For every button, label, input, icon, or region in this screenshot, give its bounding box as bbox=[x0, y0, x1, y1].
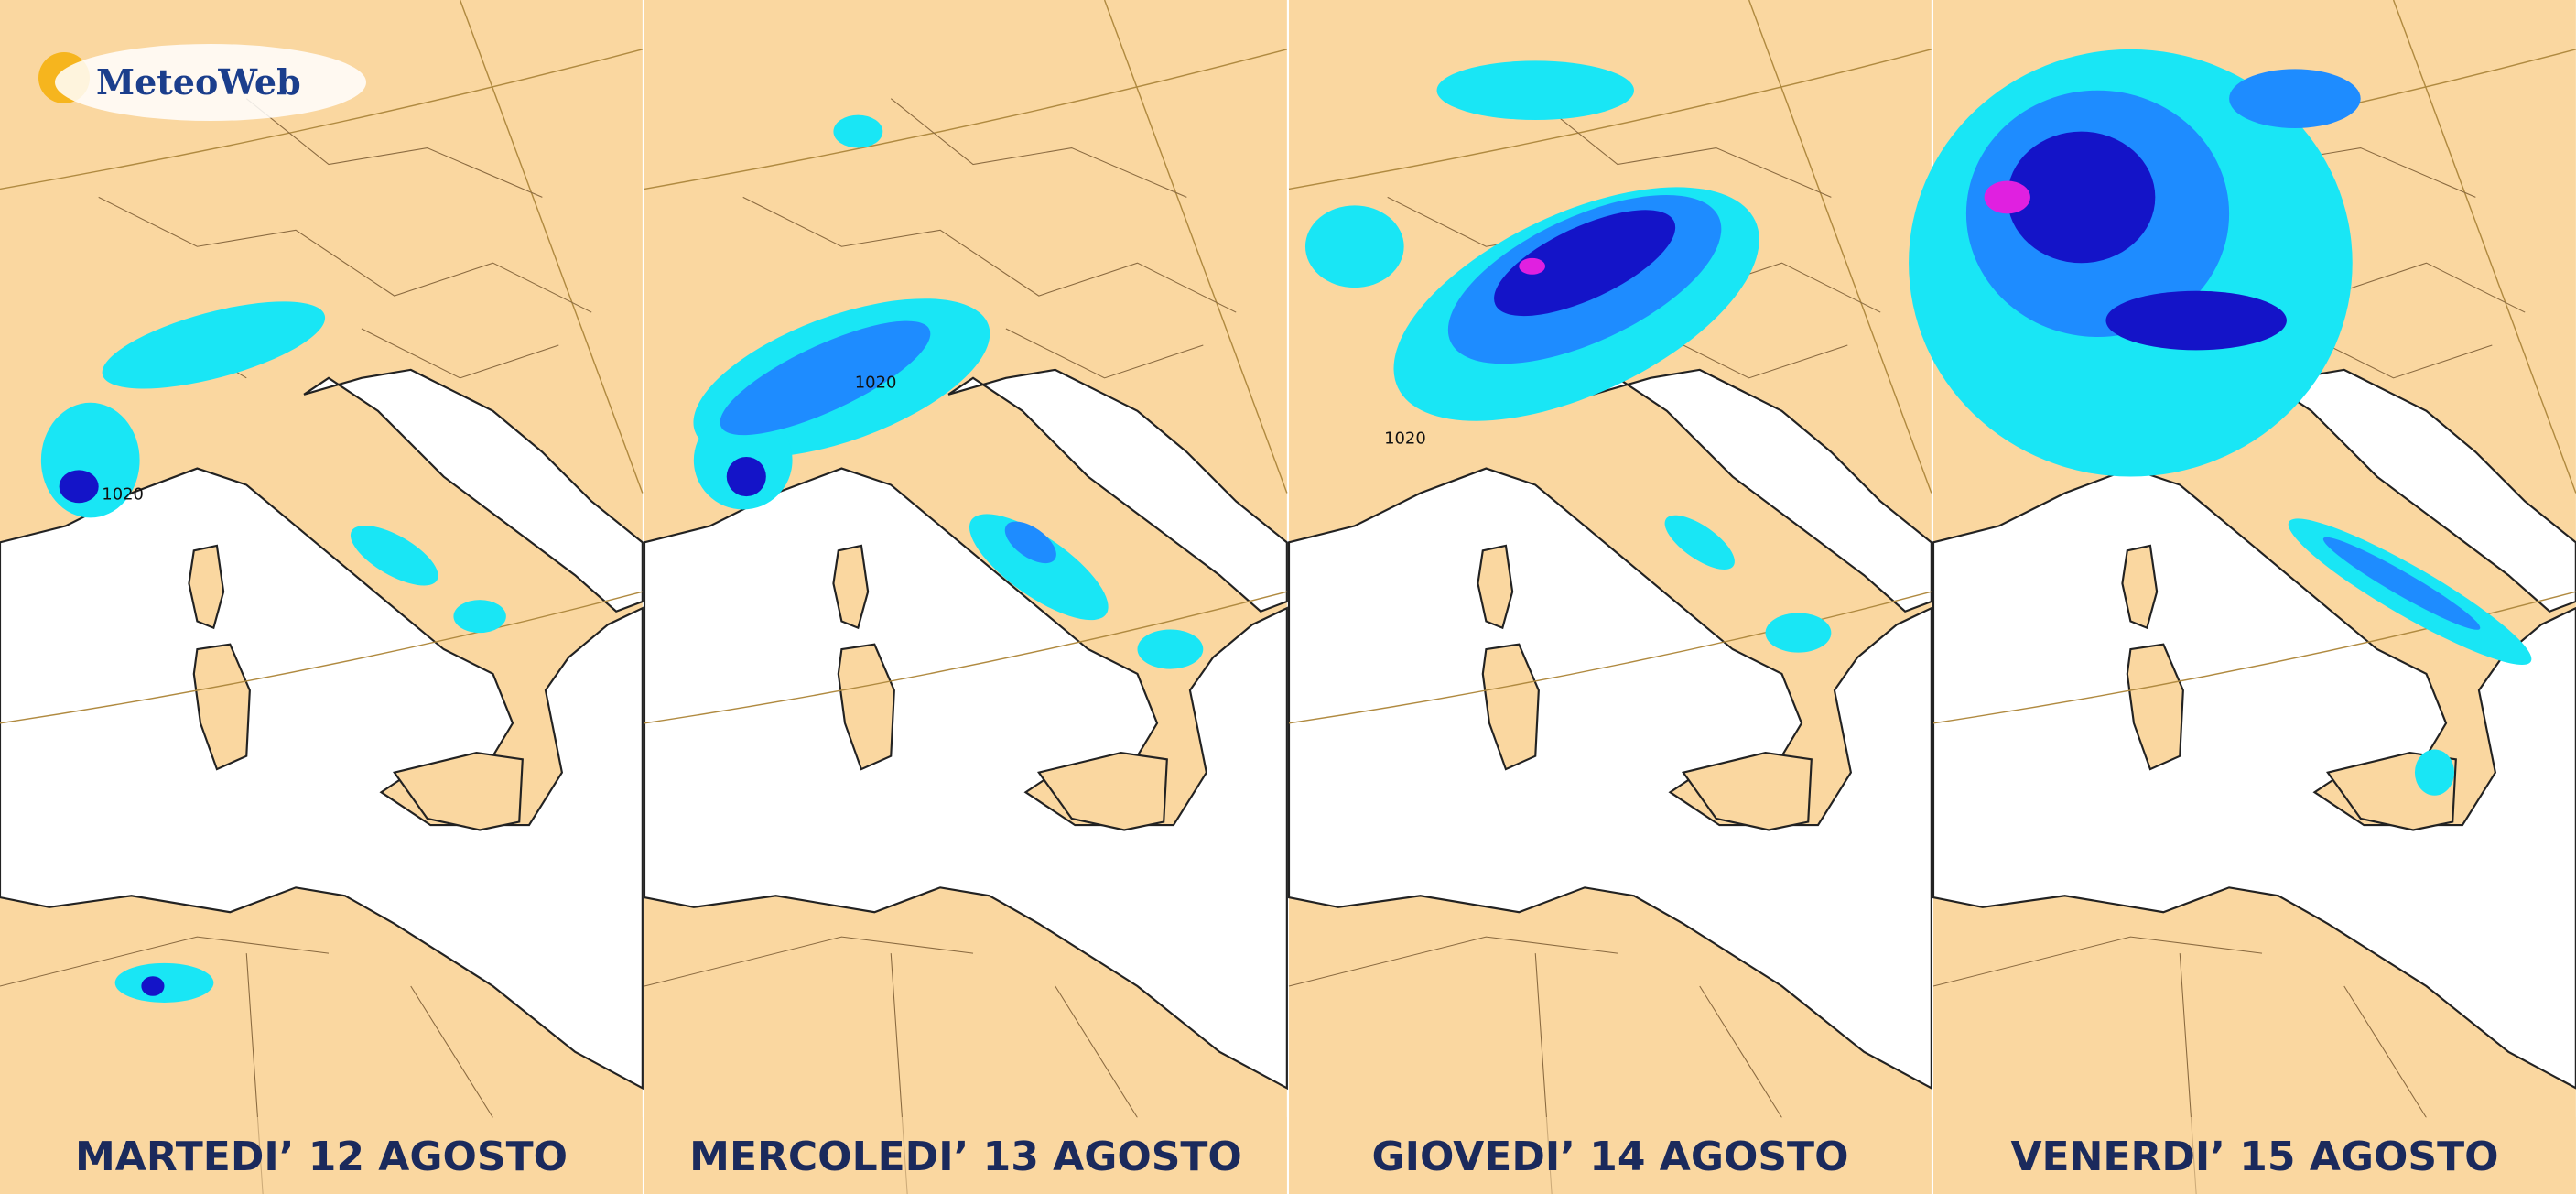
logo-cloud bbox=[55, 44, 366, 121]
logo: MeteoWeb bbox=[96, 61, 301, 103]
panel-label: GIOVEDI’ 14 AGOSTO bbox=[1372, 1134, 1849, 1180]
panel-label: VENERDI’ 15 AGOSTO bbox=[2010, 1134, 2498, 1180]
panel-label: MERCOLEDI’ 13 AGOSTO bbox=[689, 1134, 1242, 1180]
panel-label: MARTEDI’ 12 AGOSTO bbox=[75, 1134, 568, 1180]
panel-2: 1020 MERCOLEDI’ 13 AGOSTO bbox=[643, 0, 1288, 1194]
panel-4: VENERDI’ 15 AGOSTO bbox=[1909, 0, 2576, 1194]
isobar-label: 1020 bbox=[855, 374, 897, 393]
isobar-label: 1020 bbox=[1384, 429, 1426, 449]
panel-1: 1020 MeteoWeb MARTEDI’ 12 AGOSTO bbox=[0, 0, 644, 1194]
isobar-label: 1020 bbox=[102, 485, 144, 505]
panel-3: 1020 GIOVEDI’ 14 AGOSTO bbox=[1287, 0, 1932, 1194]
